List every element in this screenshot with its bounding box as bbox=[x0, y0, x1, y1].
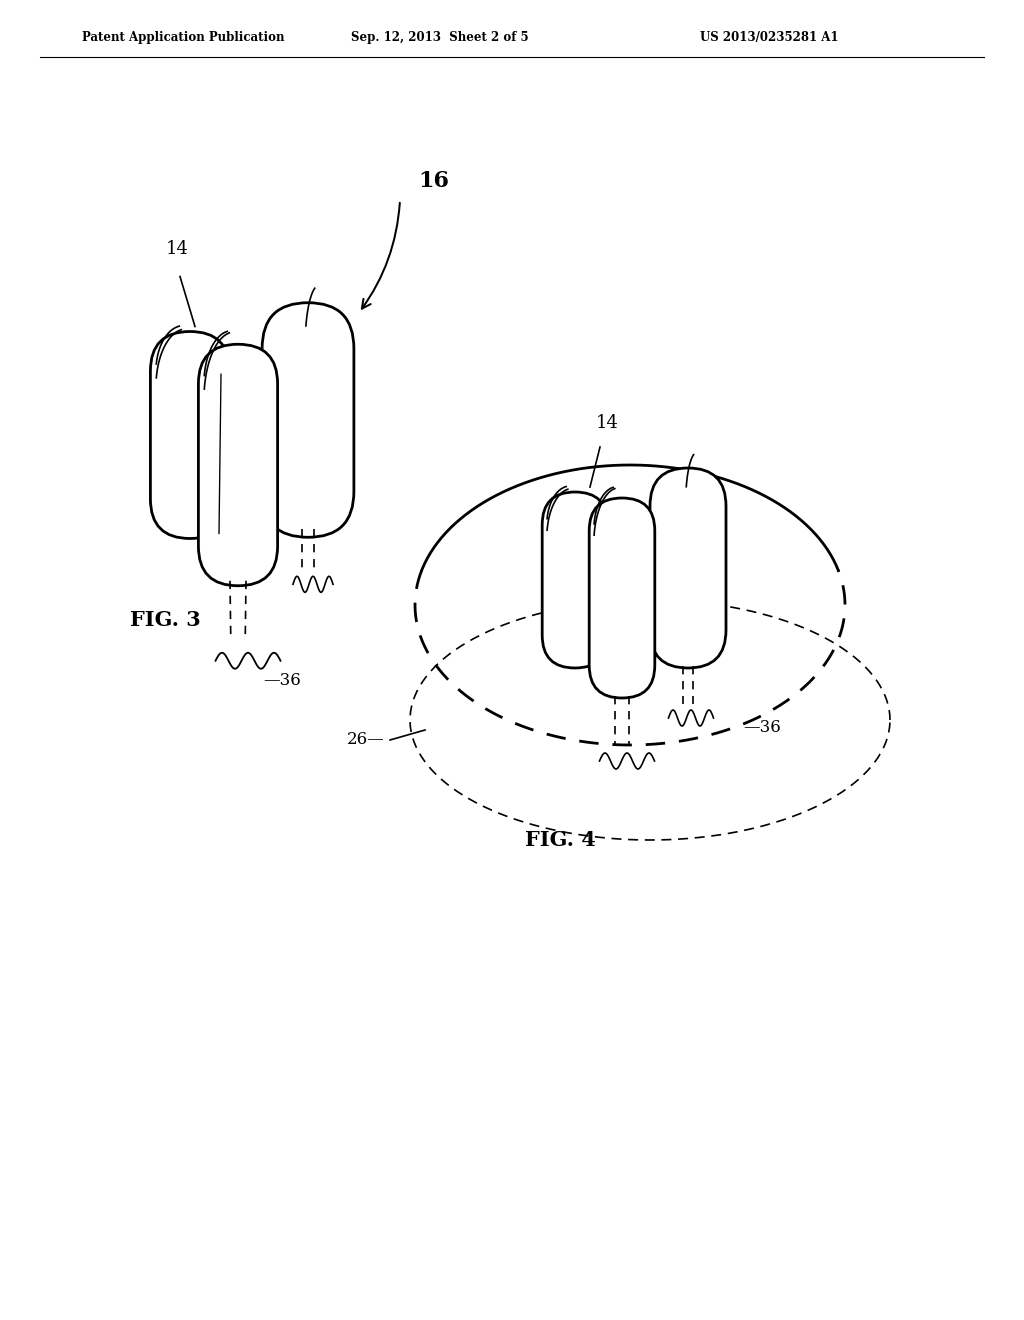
FancyBboxPatch shape bbox=[650, 469, 726, 668]
Text: 16: 16 bbox=[418, 170, 449, 191]
Text: FIG. 4: FIG. 4 bbox=[524, 830, 595, 850]
Text: —36: —36 bbox=[743, 719, 780, 737]
Text: FIG. 3: FIG. 3 bbox=[130, 610, 201, 630]
FancyBboxPatch shape bbox=[589, 498, 654, 698]
Text: 14: 14 bbox=[166, 240, 188, 259]
Text: Sep. 12, 2013  Sheet 2 of 5: Sep. 12, 2013 Sheet 2 of 5 bbox=[351, 32, 528, 45]
Text: —36: —36 bbox=[263, 672, 301, 689]
FancyBboxPatch shape bbox=[262, 302, 354, 537]
Text: 14: 14 bbox=[596, 414, 618, 432]
Text: Patent Application Publication: Patent Application Publication bbox=[82, 32, 285, 45]
FancyBboxPatch shape bbox=[542, 492, 608, 668]
FancyBboxPatch shape bbox=[151, 331, 229, 539]
FancyBboxPatch shape bbox=[199, 345, 278, 586]
Text: US 2013/0235281 A1: US 2013/0235281 A1 bbox=[700, 32, 839, 45]
Text: 26—: 26— bbox=[347, 731, 385, 748]
